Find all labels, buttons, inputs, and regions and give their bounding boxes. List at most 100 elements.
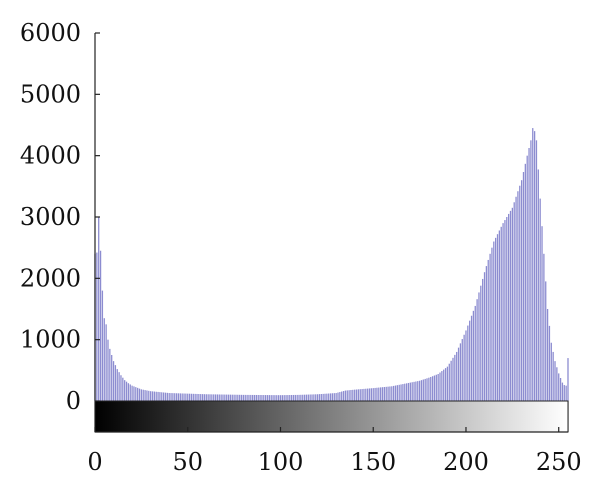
histogram-bar (138, 388, 141, 401)
histogram-bar (320, 394, 322, 401)
histogram-bar (461, 339, 463, 401)
histogram-bar (296, 394, 298, 401)
histogram-bar (198, 394, 200, 401)
histogram-bar (368, 388, 371, 401)
histogram-bar (166, 392, 168, 401)
histogram-bar (315, 394, 317, 401)
histogram-bar (229, 394, 232, 401)
histogram-bar (285, 395, 287, 401)
histogram-bar (396, 385, 398, 401)
histogram-bar (170, 393, 172, 401)
histogram-bar (474, 305, 476, 401)
histogram-bar (508, 213, 510, 401)
histogram-bar (218, 394, 220, 401)
histogram-bar (135, 387, 137, 401)
x-tick-label: 200 (443, 448, 489, 476)
x-axis-ticks: 0 50 100 150 200 250 (87, 427, 582, 476)
histogram-bar (519, 185, 521, 401)
histogram-bar (541, 226, 543, 401)
histogram-bar (265, 395, 267, 401)
histogram-bar (252, 394, 254, 401)
histogram-bar (263, 395, 265, 401)
histogram-bar (105, 324, 107, 401)
histogram-bar (409, 382, 411, 401)
histogram-bar (157, 391, 159, 401)
y-tick-label: 0 (66, 387, 81, 415)
histogram-bar (303, 394, 306, 401)
histogram-bar (559, 378, 562, 401)
histogram-bar (192, 393, 194, 401)
histogram-bar (500, 226, 502, 401)
histogram-bar (144, 390, 146, 401)
histogram-bar (257, 394, 259, 401)
histogram-bar (129, 384, 131, 401)
histogram-bar (341, 391, 343, 401)
histogram-bar (422, 379, 424, 401)
histogram-bar (548, 325, 551, 401)
histogram-bar (137, 387, 139, 401)
histogram-bar (242, 394, 245, 401)
histogram-bar (175, 393, 178, 401)
histogram-bar (444, 368, 447, 401)
histogram-bar (402, 384, 404, 401)
histogram-bar (517, 191, 519, 401)
histogram-bar (348, 390, 350, 401)
histogram-bar (515, 196, 517, 401)
x-tick-label: 150 (350, 448, 396, 476)
histogram-bar (383, 387, 386, 401)
histogram-bar (227, 394, 230, 401)
chart-axes (94, 33, 569, 433)
histogram-bar (456, 351, 458, 401)
histogram-bar (99, 250, 102, 401)
histogram-bar (476, 299, 478, 401)
histogram-bar (190, 393, 193, 401)
histogram-bar (389, 386, 391, 401)
histogram-bar (133, 386, 135, 401)
histogram-bar (520, 180, 523, 401)
histogram-bar (405, 383, 408, 401)
histogram-bar (313, 394, 315, 401)
histogram-bar (398, 384, 400, 401)
histogram-bar (300, 394, 302, 401)
histogram-bar (480, 285, 482, 401)
histogram-bar (261, 395, 263, 401)
histogram-bar (489, 253, 491, 401)
histogram-bar (524, 163, 526, 401)
x-tick-label: 50 (172, 448, 203, 476)
histogram-bar (196, 393, 198, 401)
histogram-bar (459, 343, 462, 401)
histogram-bar (101, 290, 104, 401)
histogram-bar (354, 389, 356, 401)
histogram-bar (287, 395, 289, 401)
histogram-bar (124, 380, 126, 401)
histogram-bar (342, 391, 345, 401)
histogram-bar (268, 395, 270, 401)
histogram-bar (294, 394, 296, 401)
histogram-bar (322, 393, 324, 401)
histogram-bar (213, 394, 215, 401)
histogram-bar (233, 394, 235, 401)
histogram-bar (164, 392, 167, 401)
histogram-bar (112, 361, 115, 401)
histogram-bar (528, 148, 530, 401)
histogram-bar (428, 377, 430, 401)
histogram-bar (552, 351, 554, 401)
histogram-bar (543, 253, 545, 401)
histogram-bar (558, 373, 560, 401)
histogram-bar (387, 386, 389, 401)
histogram-bar (103, 318, 105, 401)
histogram-bar (448, 363, 450, 401)
histogram-bar (290, 394, 293, 401)
histogram-bar (305, 394, 308, 401)
histogram-bar (346, 390, 348, 401)
histogram-bar (177, 393, 180, 401)
histogram-bar (289, 395, 291, 401)
histogram-bar (457, 347, 460, 401)
histogram-bar (316, 394, 319, 401)
histogram-bar (155, 391, 157, 401)
histogram-bar (467, 325, 469, 401)
y-tick-label: 5000 (20, 80, 81, 108)
histogram-bar (452, 357, 454, 401)
y-tick-label: 1000 (20, 326, 81, 354)
histogram-bar (407, 382, 410, 401)
